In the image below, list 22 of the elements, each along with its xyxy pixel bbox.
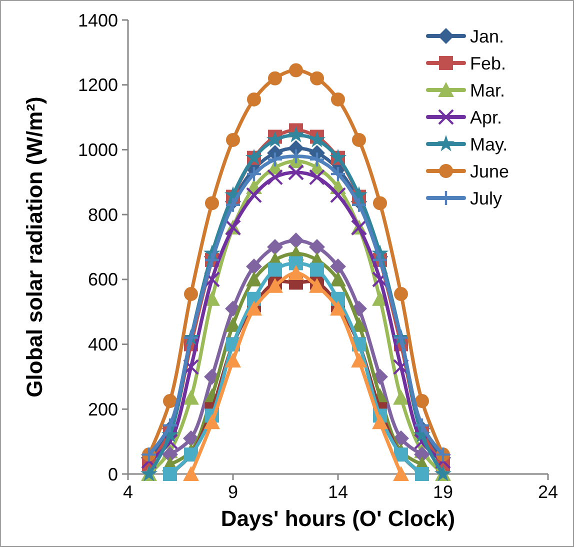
legend-label: Feb. [470, 53, 506, 74]
legend-label: May. [470, 134, 508, 154]
legend-label: June [470, 161, 510, 182]
x-axis-title: Days' hours (O' Clock) [220, 506, 456, 531]
y-tick-label: 400 [88, 334, 118, 355]
y-tick-label: 0 [108, 464, 118, 484]
x-tick-label: 9 [228, 482, 238, 502]
x-tick-label: 19 [432, 482, 454, 502]
y-axis-title: Global solar radiation (W/m²) [22, 96, 47, 398]
y-tick-label: 200 [88, 399, 118, 420]
legend-label: July [470, 188, 502, 208]
x-tick-label: 4 [122, 482, 134, 502]
y-tick-label: 1200 [78, 75, 118, 96]
x-tick-label: 24 [538, 482, 558, 502]
y-tick-label: 1000 [78, 140, 118, 160]
y-tick-label: 800 [88, 204, 118, 225]
legend-label: Jan. [470, 26, 504, 46]
legend-label: Apr. [470, 107, 502, 128]
y-tick-label: 1400 [78, 10, 118, 30]
legend-label: Mar. [470, 80, 506, 100]
x-tick-label: 14 [328, 482, 348, 502]
y-tick-label: 600 [88, 270, 118, 290]
